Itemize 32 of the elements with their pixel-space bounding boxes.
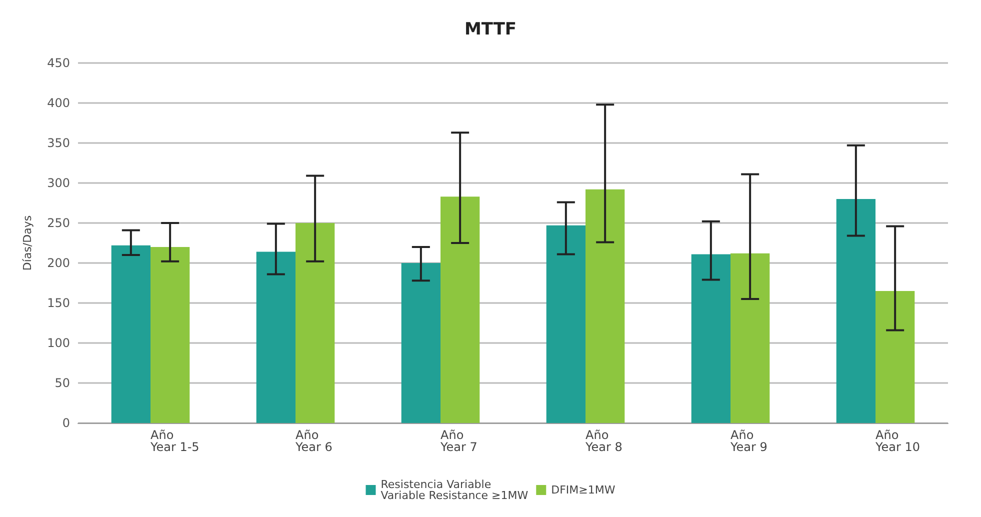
bar [296, 223, 335, 423]
bar [836, 199, 876, 423]
x-tick-label: Año Year 7 [440, 428, 478, 454]
legend-label: DFIM≥1MW [551, 484, 616, 496]
y-tick-label: 250 [47, 216, 70, 230]
x-tick-label: Año Year 8 [584, 428, 622, 454]
bar [256, 252, 296, 423]
y-tick-label: 350 [47, 136, 70, 150]
bar [401, 263, 440, 423]
bar [440, 196, 480, 423]
bar [546, 225, 586, 423]
legend-label: Resistencia Variable Variable Resistance ≥1MW [380, 478, 528, 502]
chart-title: MTTF [464, 20, 517, 40]
y-tick-label: 50 [54, 376, 70, 390]
y-tick-label: 100 [47, 336, 70, 350]
bar [150, 247, 190, 423]
x-tick-label: Año Year 6 [294, 428, 332, 454]
bar [111, 245, 150, 423]
y-axis-title: Días/Days [21, 215, 34, 271]
y-tick-label: 0 [62, 416, 70, 430]
y-tick-label: 400 [47, 96, 70, 110]
bar [691, 254, 730, 423]
x-tick-label: Año Year 1-5 [150, 428, 200, 454]
y-tick-label: 300 [47, 176, 70, 190]
x-tick-label: Año Year 10 [874, 428, 920, 454]
y-tick-label: 200 [47, 256, 70, 270]
y-tick-label: 150 [47, 296, 70, 310]
x-tick-label: Año Year 9 [730, 428, 768, 454]
y-tick-label: 450 [47, 56, 70, 70]
bar [586, 189, 625, 423]
bar [876, 291, 915, 423]
bar [730, 253, 770, 423]
